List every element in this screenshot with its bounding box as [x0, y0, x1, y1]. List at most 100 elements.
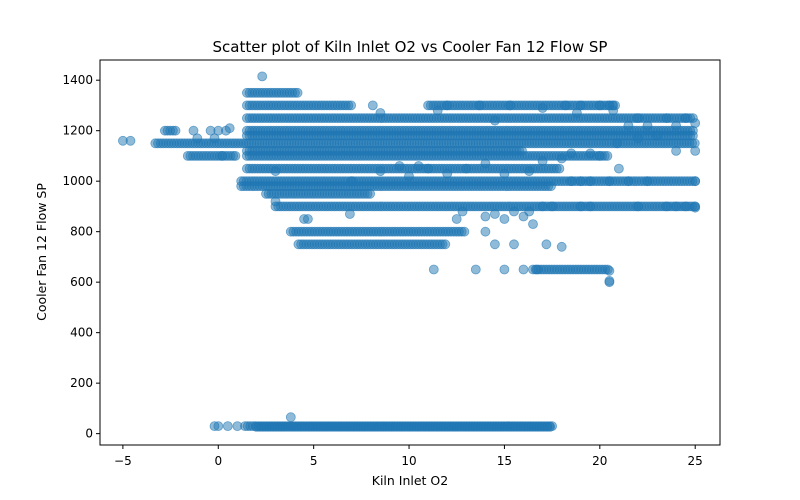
- data-point: [125, 135, 136, 146]
- data-point: [585, 201, 596, 212]
- data-point: [499, 168, 510, 179]
- x-axis: −5 0 5 10 15 20 25: [114, 445, 703, 468]
- data-point: [232, 421, 243, 432]
- data-point: [554, 163, 565, 174]
- data-point: [375, 166, 386, 177]
- x-tick-label: 5: [310, 454, 318, 468]
- data-point: [489, 239, 500, 250]
- data-point: [346, 176, 357, 187]
- data-point: [661, 201, 672, 212]
- y-tick-label: 0: [85, 427, 93, 441]
- data-point: [604, 275, 615, 286]
- data-point: [217, 150, 228, 161]
- y-tick-label: 600: [70, 275, 93, 289]
- data-point: [528, 219, 538, 230]
- data-point: [257, 71, 268, 82]
- data-point: [192, 133, 203, 144]
- data-point: [575, 100, 586, 111]
- data-point: [394, 161, 405, 171]
- data-point: [585, 148, 596, 159]
- x-tick-label: 15: [497, 454, 512, 468]
- data-point: [344, 209, 355, 219]
- data-point: [690, 176, 701, 187]
- data-point: [575, 176, 586, 187]
- data-point: [509, 206, 519, 217]
- x-tick-label: 10: [401, 454, 416, 468]
- data-point: [541, 239, 552, 250]
- data-point: [572, 108, 582, 118]
- data-point: [633, 133, 643, 144]
- plot-frame: [99, 59, 721, 446]
- data-point: [690, 202, 701, 213]
- data-point: [566, 148, 577, 159]
- data-point: [524, 206, 535, 217]
- data-point: [690, 145, 701, 156]
- data-point: [224, 123, 235, 134]
- data-point: [480, 158, 491, 169]
- data-point: [423, 163, 434, 174]
- data-point: [230, 150, 241, 161]
- data-point: [604, 176, 615, 187]
- data-point: [652, 130, 662, 141]
- x-tick-label: −5: [114, 454, 132, 468]
- x-tick-label: 20: [592, 454, 607, 468]
- data-point: [532, 264, 542, 275]
- data-point: [413, 161, 424, 171]
- data-point: [489, 209, 500, 219]
- data-point: [633, 201, 643, 212]
- data-point: [270, 196, 281, 207]
- data-point: [367, 100, 378, 111]
- data-point: [509, 239, 519, 250]
- data-point: [566, 176, 577, 187]
- data-point: [170, 125, 181, 136]
- data-point: [480, 211, 491, 222]
- y-tick-label: 200: [70, 376, 93, 390]
- data-point: [346, 100, 357, 111]
- data-point: [671, 145, 681, 156]
- data-point: [594, 150, 605, 161]
- data-point: [604, 265, 615, 276]
- data-point: [614, 163, 624, 174]
- data-point: [623, 120, 634, 131]
- data-point: [209, 133, 220, 144]
- data-point: [440, 239, 451, 250]
- data-point: [545, 421, 556, 432]
- data-point: [404, 171, 414, 182]
- data-point: [209, 421, 220, 432]
- data-point: [365, 188, 376, 199]
- data-point: [661, 113, 672, 123]
- data-point: [451, 214, 462, 224]
- x-axis-title: Kiln Inlet O2: [372, 473, 448, 488]
- data-point: [480, 226, 491, 237]
- data-point: [428, 264, 439, 275]
- y-tick-label: 1000: [62, 174, 93, 188]
- data-point: [489, 115, 500, 126]
- y-tick-label: 1400: [62, 73, 93, 87]
- data-point: [546, 181, 556, 192]
- data-point: [442, 100, 453, 111]
- data-point: [470, 264, 481, 275]
- data-point: [442, 168, 453, 179]
- data-point: [375, 108, 386, 118]
- data-point: [560, 100, 571, 111]
- data-point: [518, 264, 529, 275]
- data-point: [222, 421, 233, 432]
- data-point: [556, 153, 567, 164]
- data-point: [457, 206, 468, 217]
- data-point: [612, 138, 622, 149]
- data-point: [292, 87, 303, 98]
- y-tick-label: 1200: [62, 124, 93, 138]
- data-point: [642, 120, 653, 131]
- data-point: [505, 100, 516, 111]
- scatter-points: [118, 71, 701, 432]
- data-point: [499, 214, 510, 224]
- y-axis: 0 200 400 600 800 1000 1200 1400: [62, 73, 100, 441]
- chart-title: Scatter plot of Kiln Inlet O2 vs Cooler …: [213, 38, 608, 56]
- data-point: [537, 156, 548, 166]
- data-point: [285, 412, 296, 423]
- data-point: [642, 176, 653, 187]
- y-tick-label: 400: [70, 326, 93, 340]
- data-point: [575, 201, 586, 212]
- x-tick-label: 25: [688, 454, 703, 468]
